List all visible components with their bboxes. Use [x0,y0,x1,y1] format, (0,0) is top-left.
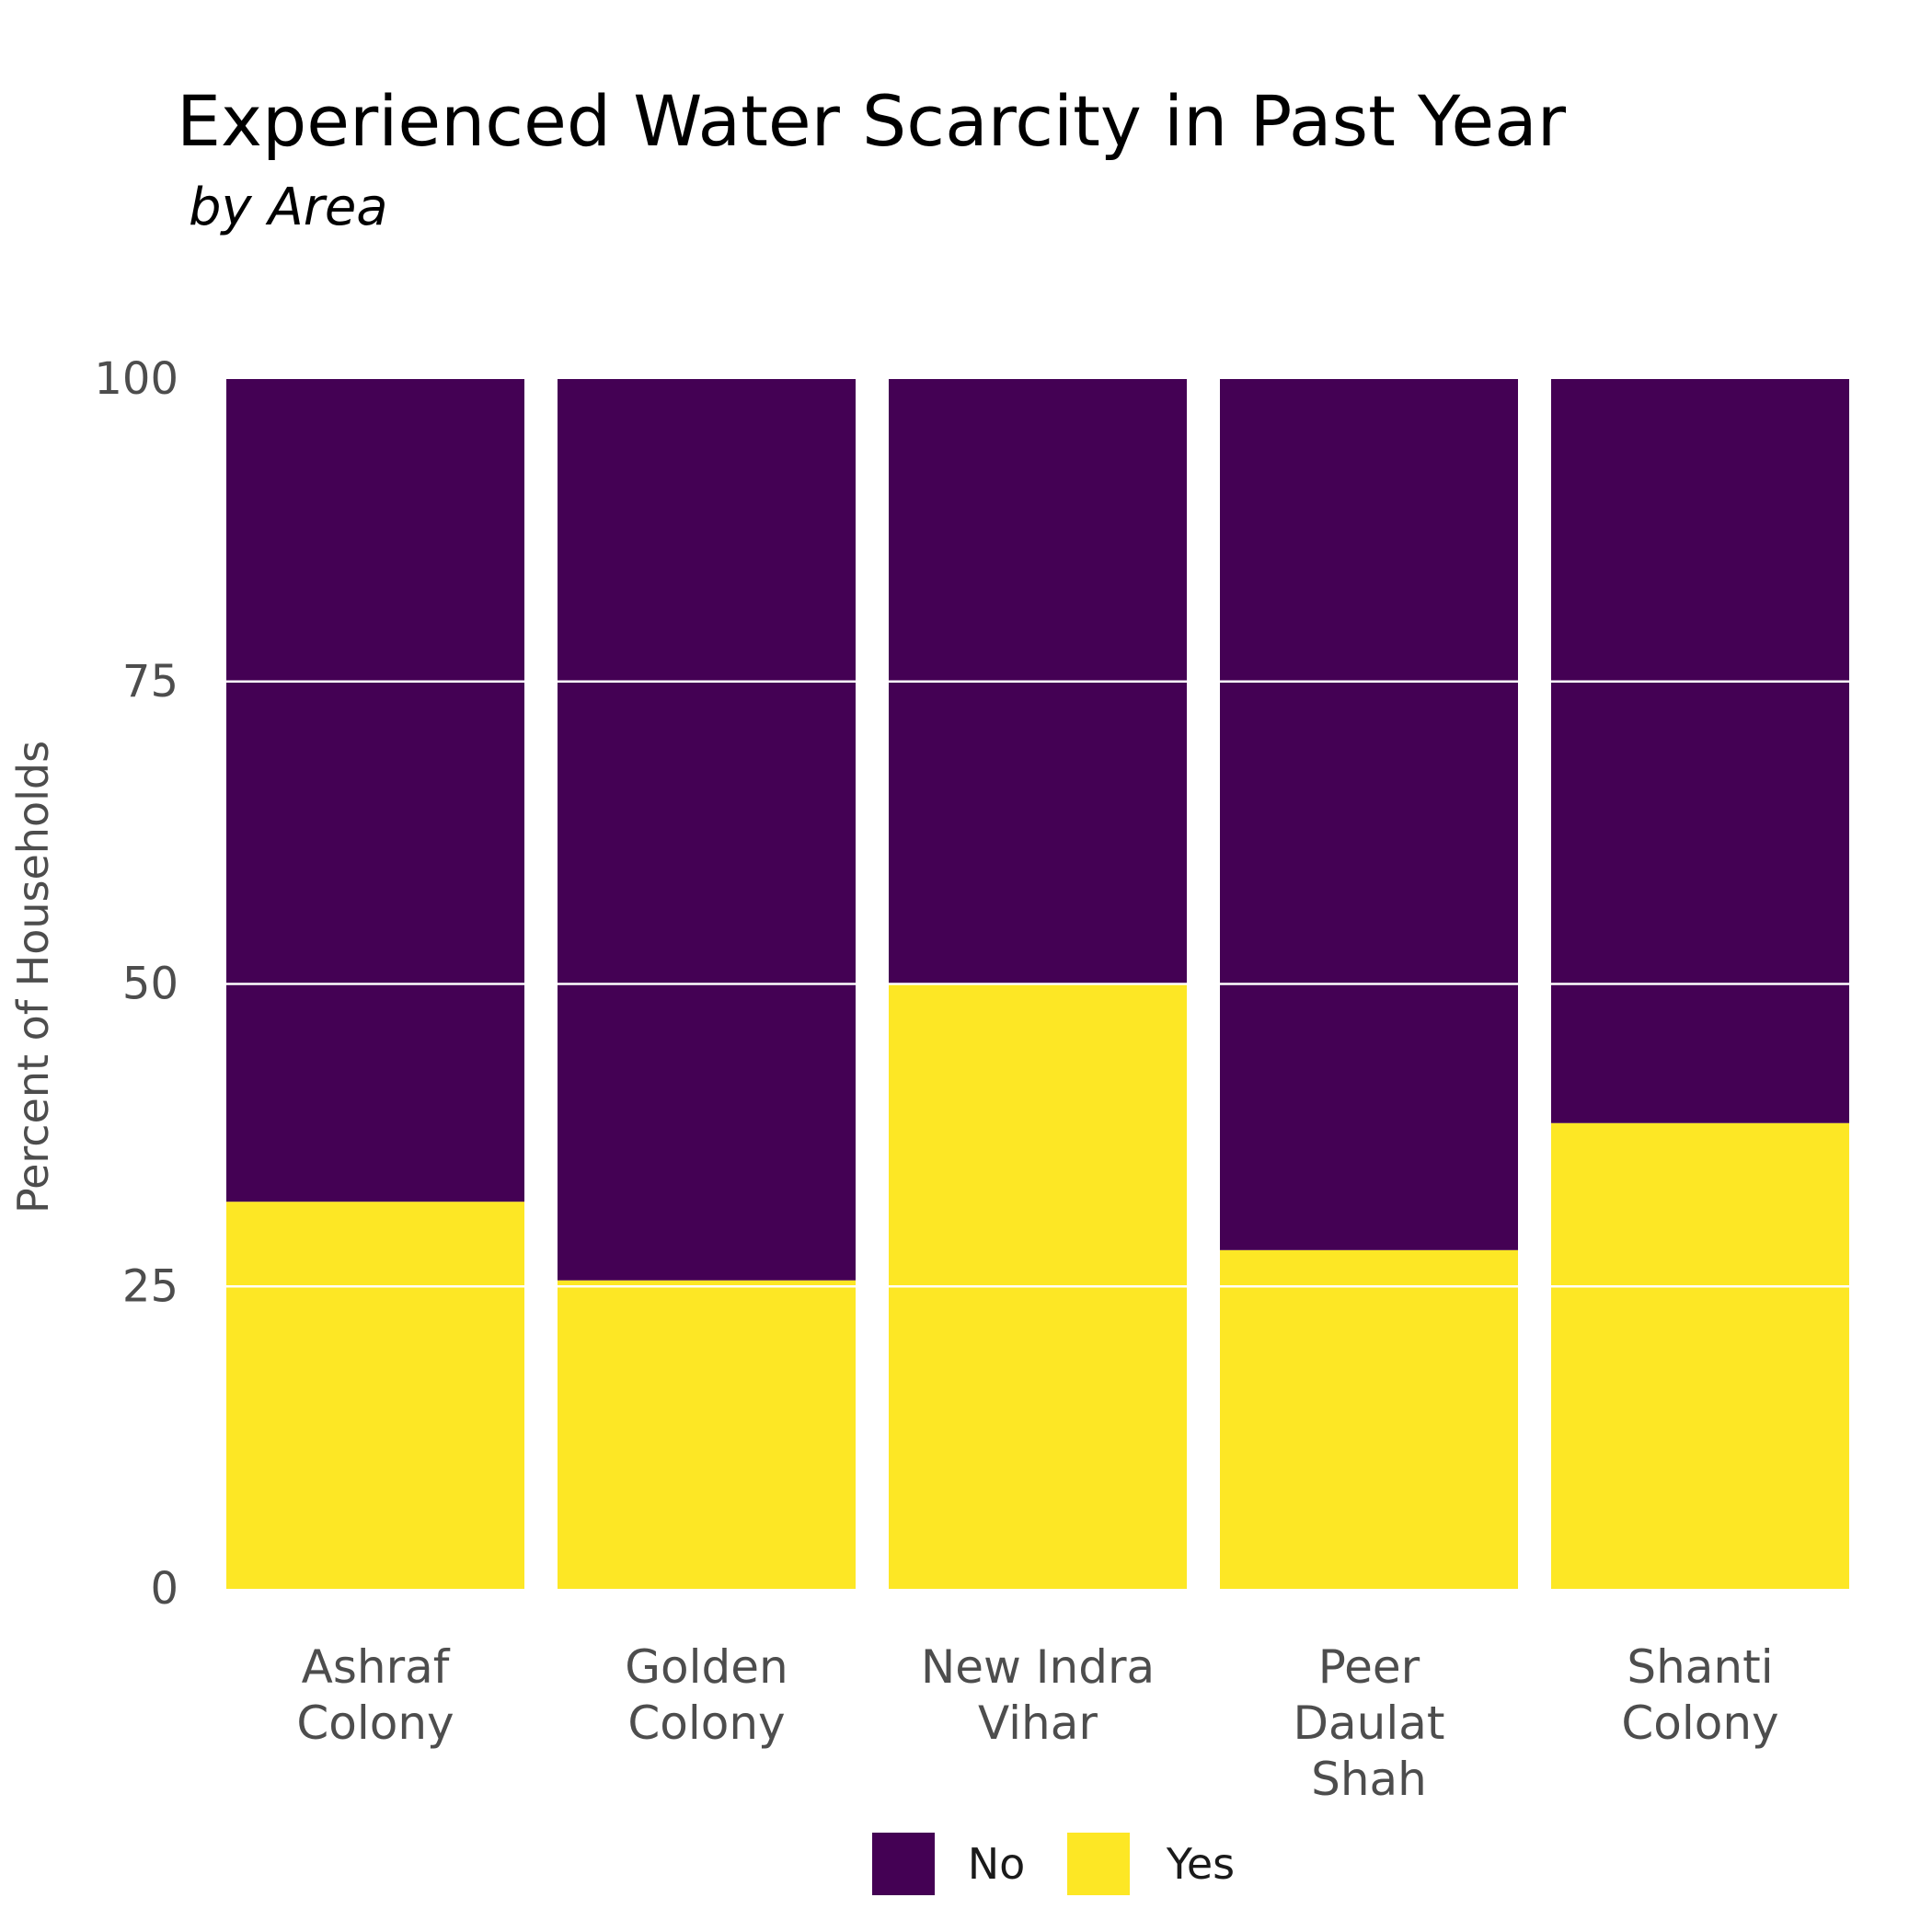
y-tick-label: 100 [94,353,178,405]
bar-no [558,379,856,1281]
chart-title: Experienced Water Scarcity in Past Year [177,80,1567,162]
x-tick-label: Shanti Colony [1621,1640,1778,1750]
x-tick-label-line: Shanti [1627,1640,1773,1694]
bar-yes [1220,1249,1518,1589]
y-tick-label: 50 [122,959,178,1010]
x-tick-label-line: Colony [296,1696,454,1750]
legend-label-yes: Yes [1166,1839,1235,1889]
bar-yes [558,1280,856,1589]
y-tick-label: 75 [122,656,178,707]
y-axis-ticks: 0 25 50 75 100 [94,353,178,1615]
x-tick-label: New Indra Vihar [921,1640,1155,1750]
bar-no [1220,379,1518,1250]
x-tick-label: Golden Colony [625,1640,788,1750]
legend-swatch-no [872,1833,935,1895]
y-tick-label: 0 [150,1563,178,1615]
x-tick-label-line: Peer [1318,1640,1420,1694]
y-tick-label: 25 [122,1260,178,1312]
x-tick-label-line: New Indra [921,1640,1155,1694]
legend-label-no: No [968,1839,1026,1889]
y-axis-label: Percent of Households [8,741,58,1213]
chart-subtitle: by Area [189,178,388,237]
x-tick-label-line: Colony [627,1696,785,1750]
x-tick-label-line: Daulat [1294,1696,1445,1750]
x-tick-label-line: Colony [1621,1696,1778,1750]
x-tick-label-line: Shah [1311,1753,1427,1806]
bar-yes [226,1202,524,1589]
x-tick-label-line: Ashraf [302,1640,451,1694]
gridlines [225,680,1849,1288]
bar-yes [1551,1122,1849,1589]
x-tick-label-line: Golden [625,1640,788,1694]
x-tick-label: Ashraf Colony [296,1640,454,1750]
bar-no [226,379,524,1202]
bar-no [1551,379,1849,1123]
legend: No Yes [872,1833,1235,1895]
legend-swatch-yes [1067,1833,1130,1895]
x-tick-label-line: Vihar [978,1696,1098,1750]
x-tick-label: Peer Daulat Shah [1294,1640,1445,1806]
